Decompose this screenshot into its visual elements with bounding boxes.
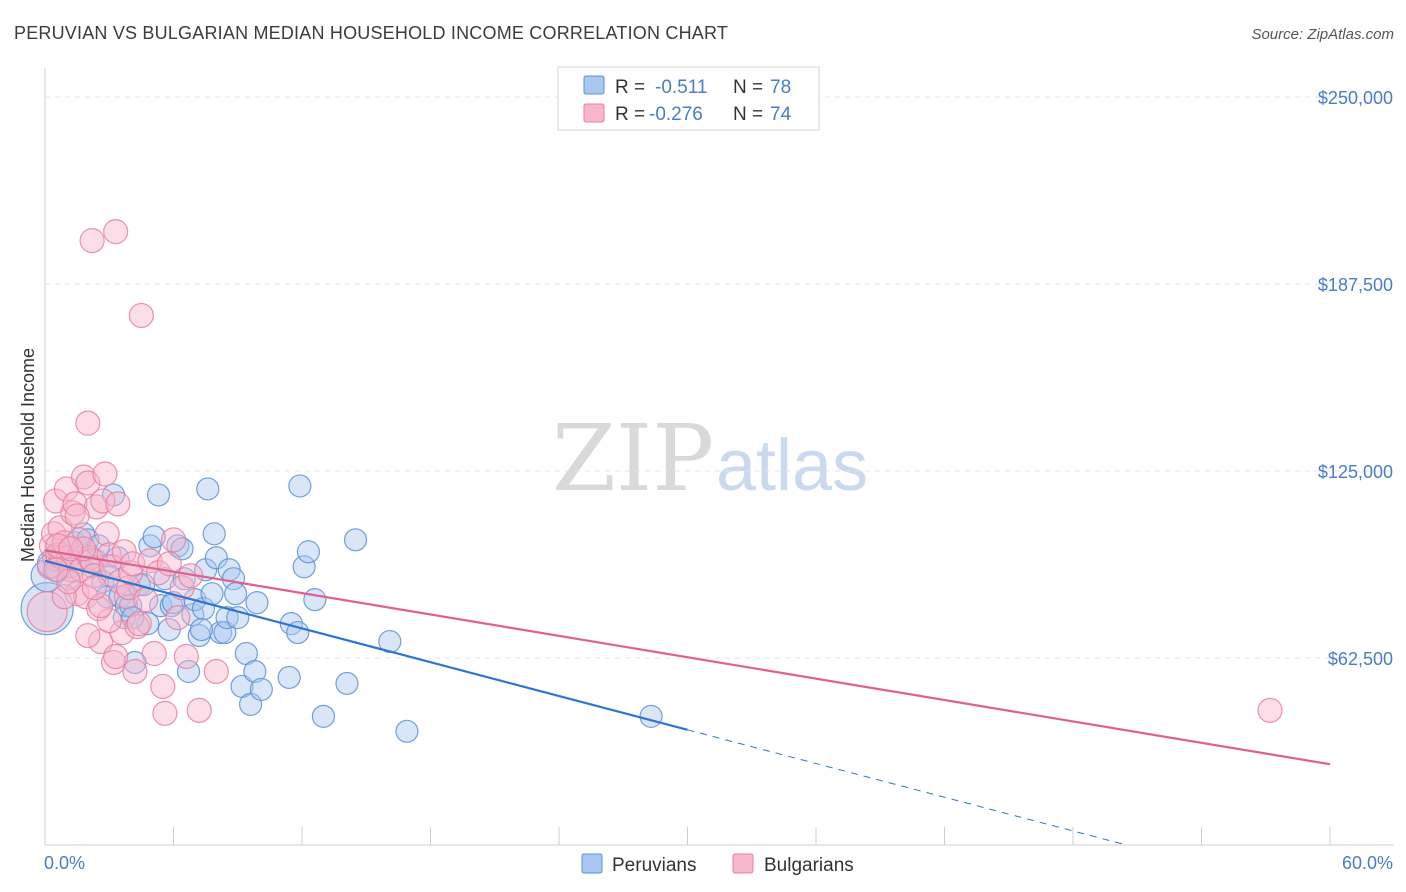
legend-r-value-peruvians: -0.511 [655, 77, 707, 98]
peruvian-point-27 [142, 525, 166, 549]
axes [44, 68, 1394, 846]
bulgarian-point-40 [103, 219, 129, 245]
bulgarian-point-50 [145, 560, 172, 586]
bulgarian-point-30 [94, 521, 120, 547]
bulgarian-point-9 [53, 476, 80, 502]
peruvian-point-56 [243, 659, 267, 684]
peruvian-point-61 [286, 620, 310, 645]
watermark-zip: ZIP [552, 405, 714, 512]
bottom-legend-label-peruvians: Peruvians [612, 855, 697, 876]
legend-swatch-peruvians [583, 75, 605, 95]
bulgarian-point-28 [90, 488, 116, 514]
bulgarian-point-29 [92, 461, 118, 487]
peruvian-point-64 [296, 540, 321, 564]
chart-title: PERUVIAN VS BULGARIAN MEDIAN HOUSEHOLD I… [14, 23, 728, 43]
peruvian-point-77 [189, 617, 213, 642]
peruvian-point-51 [224, 582, 248, 606]
y-tick-labels: $62,500 $125,000 $187,500 $250,000 [1318, 88, 1393, 669]
legend-r-value-bulgarians: -0.276 [649, 104, 703, 125]
trend-line-peruvians-extension [687, 729, 1127, 846]
peruvian-point-45 [204, 546, 228, 570]
trend-lines [44, 549, 1331, 846]
trend-line-peruvians [44, 559, 688, 731]
watermark: ZIP atlas [552, 405, 868, 512]
x-tick-labels: 0.0% 60.0% [44, 853, 1393, 873]
peruvian-point-59 [277, 665, 301, 690]
trend-line-bulgarians [44, 549, 1331, 766]
bulgarian-point-62 [51, 584, 77, 610]
bulgarian-point-52 [152, 700, 178, 726]
bulgarian-point-34 [103, 643, 129, 670]
legend-n-label-bulgarians: N = [733, 104, 763, 125]
legend-n-value-bulgarians: 74 [770, 104, 792, 125]
bulgarian-point-59 [186, 697, 212, 723]
peruvian-point-57 [245, 591, 269, 615]
peruvian-point-62 [288, 474, 312, 498]
watermark-atlas: atlas [716, 426, 868, 506]
legend-r-label-bulgarians: R = [615, 104, 645, 125]
peruvian-point-37 [181, 603, 205, 627]
bulgarian-point-72 [58, 536, 84, 562]
bulgarian-point-73 [81, 575, 107, 601]
peruvian-point-47 [213, 620, 237, 645]
bulgarian-point-39 [113, 584, 139, 610]
bulgarian-point-0 [26, 591, 68, 633]
peruvian-point-50 [221, 567, 246, 591]
bulgarian-point-35 [105, 491, 131, 517]
y-tick-label-3: $250,000 [1318, 88, 1393, 108]
peruvian-point-43 [200, 582, 224, 606]
peruvian-point-65 [303, 588, 327, 612]
peruvian-point-71 [639, 704, 663, 728]
bulgarian-point-49 [141, 640, 167, 667]
legend-n-value-peruvians: 78 [770, 77, 791, 98]
bulgarian-point-61 [64, 503, 90, 529]
peruvian-point-0 [20, 582, 74, 636]
y-tick-label-0: $62,500 [1328, 649, 1393, 669]
peruvian-point-67 [335, 671, 359, 696]
peruvian-point-42 [196, 477, 220, 501]
bulgarian-point-54 [160, 527, 187, 553]
bottom-legend-swatch-peruvians [581, 853, 603, 874]
peruvian-point-58 [249, 677, 273, 702]
y-axis-label: Median Household Income [18, 348, 38, 562]
grid [45, 96, 1394, 659]
bulgarian-point-57 [173, 643, 199, 670]
bulgarian-point-71 [43, 557, 69, 583]
bulgarian-point-12 [60, 500, 86, 526]
bulgarian-point-55 [165, 605, 191, 631]
bulgarian-point-46 [128, 302, 154, 329]
legend-stats: R = -0.511 N = 78 R = -0.276 N = 74 [557, 66, 820, 131]
chart-source: Source: ZipAtlas.com [1251, 26, 1394, 43]
bulgarian-point-51 [150, 673, 176, 700]
peruvian-point-44 [202, 522, 226, 546]
bulgarian-point-70 [1257, 697, 1283, 723]
peruvian-point-28 [146, 483, 171, 507]
bulgarian-point-44 [122, 658, 148, 685]
legend-r-label-peruvians: R = [615, 77, 645, 98]
bulgarian-point-63 [75, 622, 101, 649]
peruvian-point-63 [292, 555, 316, 579]
peruvian-point-68 [343, 528, 368, 552]
bottom-legend-label-bulgarians: Bulgarians [764, 855, 854, 876]
bulgarian-point-64 [96, 607, 122, 634]
peruvian-point-70 [395, 719, 419, 743]
peruvian-point-25 [136, 611, 160, 636]
peruvian-point-66 [311, 704, 336, 728]
legend-n-label-peruvians: N = [733, 77, 763, 98]
legend-swatch-bulgarians [583, 103, 605, 123]
bulgarian-point-24 [75, 410, 101, 436]
legend-series: Peruvians Bulgarians [581, 853, 854, 876]
series-bulgarians-points [26, 219, 1283, 726]
bulgarian-point-60 [203, 658, 229, 685]
bulgarian-point-42 [118, 560, 144, 586]
bulgarian-point-25 [79, 228, 105, 254]
y-tick-label-2: $187,500 [1318, 275, 1393, 295]
y-tick-label-1: $125,000 [1318, 462, 1393, 482]
bulgarian-point-68 [126, 610, 152, 637]
bottom-legend-swatch-bulgarians [732, 853, 754, 874]
x-tick-label-1: 60.0% [1342, 853, 1393, 873]
bulgarian-point-47 [133, 587, 159, 613]
x-tick-label-0: 0.0% [44, 853, 85, 873]
